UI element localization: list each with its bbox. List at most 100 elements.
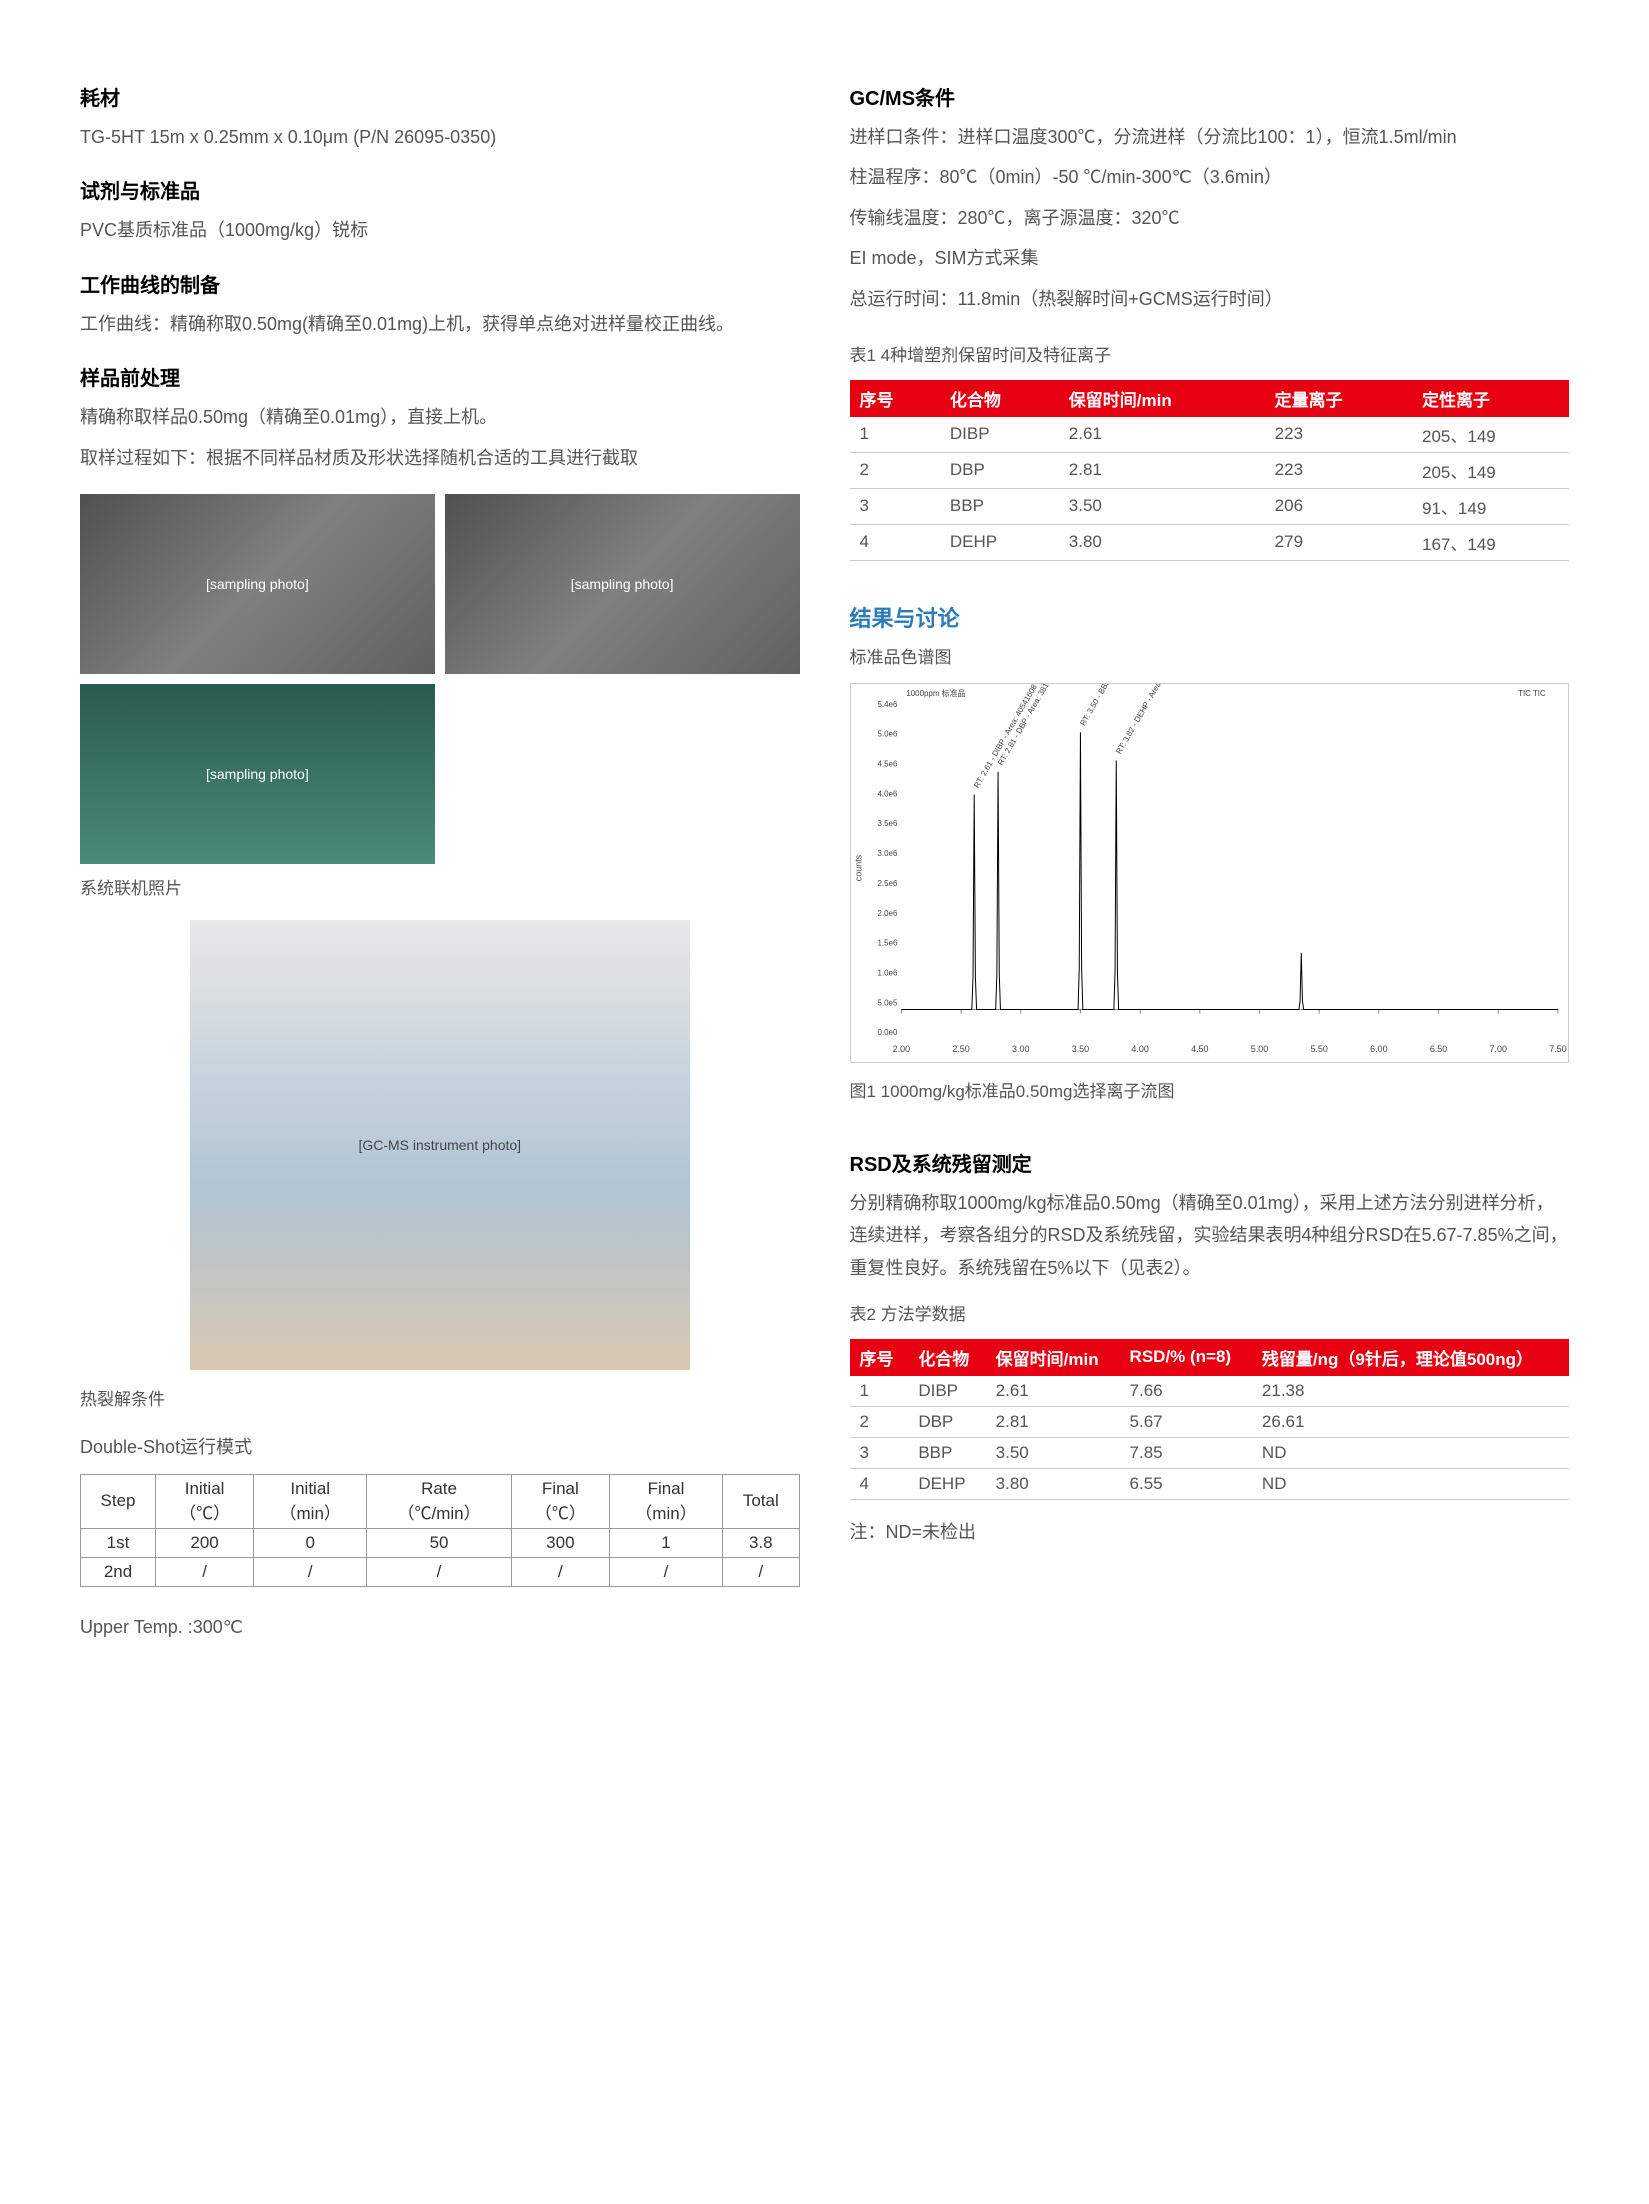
curve-heading: 工作曲线的制备	[80, 269, 800, 298]
pyro-th-4: Final（℃）	[511, 1474, 609, 1528]
table-cell: /	[609, 1557, 722, 1586]
table2: 序号化合物保留时间/minRSD/% (n=8)残留量/ng（9针后，理论值50…	[850, 1339, 1570, 1500]
pyro-th-1: Initial（℃）	[156, 1474, 254, 1528]
table-cell: 2.61	[986, 1376, 1120, 1407]
rsd-heading: RSD及系统残留测定	[850, 1148, 1570, 1177]
svg-text:2.0e6: 2.0e6	[877, 909, 897, 918]
instrument-photo: [GC-MS instrument photo]	[190, 920, 690, 1370]
svg-text:5.0e6: 5.0e6	[877, 730, 897, 739]
table-cell: 1	[609, 1528, 722, 1557]
table-cell: DBP	[908, 1406, 985, 1437]
table-cell: 7.85	[1120, 1437, 1252, 1468]
table-cell: 1	[850, 1376, 909, 1407]
table2-caption: 表2 方法学数据	[850, 1300, 1570, 1331]
gcms-heading: GC/MS条件	[850, 82, 1570, 111]
table-cell: 3	[850, 488, 940, 524]
pyrolysis-table: Step Initial（℃） Initial（min） Rate（℃/min）…	[80, 1474, 800, 1587]
svg-text:3.50: 3.50	[1071, 1044, 1088, 1054]
svg-text:3.0e6: 3.0e6	[877, 849, 897, 858]
table-cell: BBP	[908, 1437, 985, 1468]
table-cell: 206	[1265, 488, 1412, 524]
rsd-text: 分别精确称取1000mg/kg标准品0.50mg（精确至0.01mg），采用上述…	[850, 1187, 1570, 1284]
table-cell: /	[511, 1557, 609, 1586]
table-header: 序号	[850, 380, 940, 417]
curve-text: 工作曲线：精确称取0.50mg(精确至0.01mg)上机，获得单点绝对进样量校正…	[80, 308, 800, 340]
table-cell: 3.50	[1059, 488, 1265, 524]
svg-text:1000ppm 标准品: 1000ppm 标准品	[906, 688, 965, 698]
table-header: RSD/% (n=8)	[1120, 1339, 1252, 1376]
svg-text:3.00: 3.00	[1012, 1044, 1029, 1054]
table-cell: BBP	[940, 488, 1059, 524]
svg-text:7.50: 7.50	[1549, 1044, 1566, 1054]
table-cell: 3.8	[723, 1528, 799, 1557]
sample-photo-1: [sampling photo]	[80, 494, 435, 674]
table-cell: 2	[850, 1406, 909, 1437]
table-cell: 26.61	[1252, 1406, 1569, 1437]
svg-text:5.4e6: 5.4e6	[877, 700, 897, 709]
table-cell: /	[723, 1557, 799, 1586]
results-heading: 结果与讨论	[850, 601, 1570, 633]
svg-text:4.00: 4.00	[1131, 1044, 1148, 1054]
table-cell: 1	[850, 417, 940, 453]
table-cell: 200	[156, 1528, 254, 1557]
table-cell: 167、149	[1412, 524, 1569, 560]
sample-photo-3: [sampling photo]	[80, 684, 435, 864]
table-cell: 2.81	[1059, 452, 1265, 488]
table-header: 化合物	[940, 380, 1059, 417]
sample-photo-grid: [sampling photo] [sampling photo] [sampl…	[80, 494, 800, 864]
table-cell: 279	[1265, 524, 1412, 560]
consumables-text: TG-5HT 15m x 0.25mm x 0.10μm (P/N 26095-…	[80, 121, 800, 153]
fig1-caption: 图1 1000mg/kg标准品0.50mg选择离子流图	[850, 1077, 1570, 1108]
pyro-th-6: Total	[723, 1474, 799, 1528]
consumables-heading: 耗材	[80, 82, 800, 111]
table-cell: DEHP	[940, 524, 1059, 560]
svg-text:4.5e6: 4.5e6	[877, 760, 897, 769]
svg-text:4.50: 4.50	[1191, 1044, 1208, 1054]
svg-text:5.0e5: 5.0e5	[877, 998, 897, 1007]
table-cell: 91、149	[1412, 488, 1569, 524]
gcms-p4: EI mode，SIM方式采集	[850, 242, 1570, 274]
chromatogram-svg: 1000ppm 标准品TIC TICcounts0.0e05.0e51.0e61…	[851, 684, 1569, 1062]
table-cell: /	[254, 1557, 367, 1586]
table-cell: 6.55	[1120, 1468, 1252, 1499]
svg-text:3.5e6: 3.5e6	[877, 819, 897, 828]
svg-text:1.0e6: 1.0e6	[877, 969, 897, 978]
table-cell: 3	[850, 1437, 909, 1468]
table-header: 定性离子	[1412, 380, 1569, 417]
table-cell: 2.81	[986, 1406, 1120, 1437]
pyro-th-0: Step	[81, 1474, 156, 1528]
right-column: GC/MS条件 进样口条件：进样口温度300℃，分流进样（分流比100：1），恒…	[850, 60, 1570, 1651]
gcms-p1: 进样口条件：进样口温度300℃，分流进样（分流比100：1），恒流1.5ml/m…	[850, 121, 1570, 153]
prep-heading: 样品前处理	[80, 362, 800, 391]
pyro-th-5: Final（min）	[609, 1474, 722, 1528]
table-cell: DIBP	[908, 1376, 985, 1407]
table-cell: 4	[850, 524, 940, 560]
table-cell: 2.61	[1059, 417, 1265, 453]
prep-text-1: 精确称取样品0.50mg（精确至0.01mg），直接上机。	[80, 401, 800, 433]
table-cell: 5.67	[1120, 1406, 1252, 1437]
table-cell: DIBP	[940, 417, 1059, 453]
table-cell: 0	[254, 1528, 367, 1557]
table-header: 保留时间/min	[1059, 380, 1265, 417]
svg-text:0.0e0: 0.0e0	[877, 1028, 897, 1037]
table-header: 残留量/ng（9针后，理论值500ng）	[1252, 1339, 1569, 1376]
table-header: 化合物	[908, 1339, 985, 1376]
upper-temp: Upper Temp. :300℃	[80, 1611, 800, 1643]
table1-caption: 表1 4种增塑剂保留时间及特征离子	[850, 341, 1570, 372]
table-cell: 223	[1265, 417, 1412, 453]
pyro-th-2: Initial（min）	[254, 1474, 367, 1528]
nd-note: 注：ND=未检出	[850, 1516, 1570, 1548]
table-cell: 21.38	[1252, 1376, 1569, 1407]
reagents-text: PVC基质标准品（1000mg/kg）锐标	[80, 214, 800, 246]
table-cell: 300	[511, 1528, 609, 1557]
table-cell: 223	[1265, 452, 1412, 488]
left-column: 耗材 TG-5HT 15m x 0.25mm x 0.10μm (P/N 260…	[80, 60, 800, 1651]
table-cell: 205、149	[1412, 452, 1569, 488]
table-header: 定量离子	[1265, 380, 1412, 417]
table-cell: 3.50	[986, 1437, 1120, 1468]
svg-text:2.00: 2.00	[892, 1044, 909, 1054]
table1: 序号化合物保留时间/min定量离子定性离子 1DIBP2.61223205、14…	[850, 380, 1570, 561]
table-cell: /	[367, 1557, 512, 1586]
reagents-heading: 试剂与标准品	[80, 175, 800, 204]
svg-text:5.00: 5.00	[1250, 1044, 1267, 1054]
